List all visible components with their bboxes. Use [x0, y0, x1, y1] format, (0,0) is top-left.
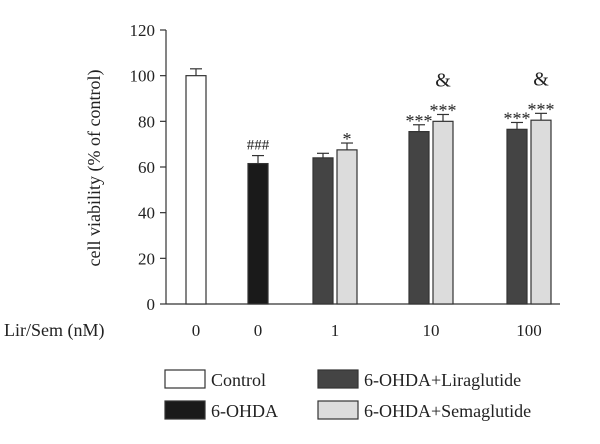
bar [247, 162, 269, 305]
bar [432, 120, 454, 305]
bar [506, 128, 528, 305]
bar [312, 157, 334, 305]
bar [185, 75, 207, 305]
significance-stars: *** [430, 100, 457, 120]
legend-swatch [164, 400, 206, 420]
x-axis-label: Lir/Sem (nM) [4, 320, 105, 341]
legend-label: 6-OHDA+Semaglutide [364, 401, 531, 421]
y-axis-label: cell viability (% of control) [84, 70, 105, 267]
x-tick-label: 0 [254, 321, 263, 340]
legend-swatch [164, 369, 206, 389]
x-tick-labels: 0 0 1 10 100 [192, 321, 542, 340]
x-tick-label: 0 [192, 321, 201, 340]
bars: ### *******&******& [185, 68, 555, 305]
bar [336, 149, 358, 305]
significance-ampersand: & [533, 68, 549, 90]
y-tick-label: 60 [138, 158, 155, 177]
significance-stars: *** [528, 99, 555, 119]
y-tick-label: 120 [130, 21, 156, 40]
y-tick-label: 0 [147, 295, 156, 314]
legend-label: Control [211, 370, 266, 390]
significance-ampersand: & [435, 69, 451, 91]
y-tick-label: 40 [138, 204, 155, 223]
legend-swatch [317, 369, 359, 389]
significance-hash: ### [247, 138, 270, 154]
significance-stars: * [343, 129, 352, 149]
x-tick-label: 100 [516, 321, 542, 340]
x-tick-label: 1 [331, 321, 340, 340]
bar [530, 119, 552, 305]
legend-swatch [317, 400, 359, 420]
axes: 0 20 40 60 80 100 120 [130, 21, 560, 314]
legend-label: 6-OHDA [211, 401, 278, 421]
x-tick-label: 10 [423, 321, 440, 340]
significance-stars: *** [406, 111, 433, 131]
bar [408, 131, 430, 305]
y-tick-label: 80 [138, 112, 155, 131]
significance-stars: *** [504, 108, 531, 128]
y-tick-label: 100 [130, 67, 156, 86]
legend: Control 6-OHDA+Liraglutide 6-OHDA 6-OHDA+Se… [164, 369, 531, 421]
y-tick-label: 20 [138, 249, 155, 268]
legend-label: 6-OHDA+Liraglutide [364, 370, 521, 390]
